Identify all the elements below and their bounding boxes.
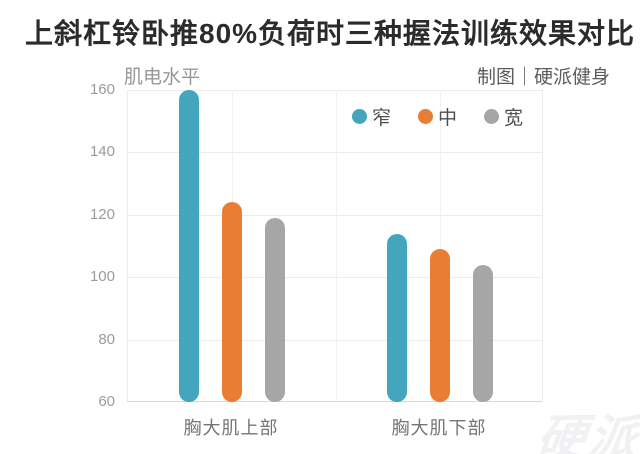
legend-item-宽: 宽 [484, 103, 523, 130]
y-tick-label: 80 [98, 330, 115, 348]
y-tick-label: 140 [89, 143, 115, 161]
chart-title: 上斜杠铃卧推80%负荷时三种握法训练效果对比 [25, 18, 636, 49]
legend: 窄中宽 [352, 103, 523, 130]
y-axis-title: 肌电水平 [124, 67, 201, 88]
bar-窄-胸大肌上部 [179, 90, 199, 402]
gridline-y-140 [128, 152, 542, 154]
category-label: 胸大肌上部 [183, 418, 279, 438]
gridline-x-1 [336, 90, 337, 401]
y-tick-label: 160 [89, 81, 115, 98]
gridline-x-2 [440, 90, 441, 401]
gridline-y-80 [128, 339, 542, 341]
category-label: 胸大肌下部 [391, 418, 487, 438]
bar-宽-胸大肌下部 [473, 264, 493, 402]
legend-label: 中 [438, 108, 458, 129]
gridline-y-100 [128, 277, 542, 279]
bar-窄-胸大肌下部 [387, 233, 407, 402]
y-tick-label: 100 [89, 268, 115, 286]
gridline-y-160 [128, 90, 542, 91]
credit-text: 制图｜硬派健身 [476, 67, 610, 88]
x-axis-labels: 胸大肌上部 胸大肌下部 [0, 414, 640, 440]
y-tick-label: 60 [98, 393, 115, 410]
y-axis-tick-labels: 60 80 100 120 140 160 [0, 81, 115, 410]
bar-中-胸大肌上部 [222, 202, 242, 402]
watermark: 硬派 [533, 412, 640, 454]
bar-宽-胸大肌上部 [265, 217, 285, 402]
legend-item-中: 中 [418, 103, 457, 130]
bar-中-胸大肌下部 [430, 249, 450, 402]
plot-area [127, 90, 543, 402]
legend-item-窄: 窄 [352, 103, 391, 130]
legend-dot-icon [484, 109, 500, 124]
legend-dot-icon [352, 109, 367, 124]
legend-dot-icon [418, 109, 434, 124]
y-tick-label: 120 [89, 205, 115, 223]
legend-label: 宽 [504, 108, 524, 129]
gridline-y-120 [128, 214, 542, 216]
legend-label: 窄 [372, 108, 392, 129]
